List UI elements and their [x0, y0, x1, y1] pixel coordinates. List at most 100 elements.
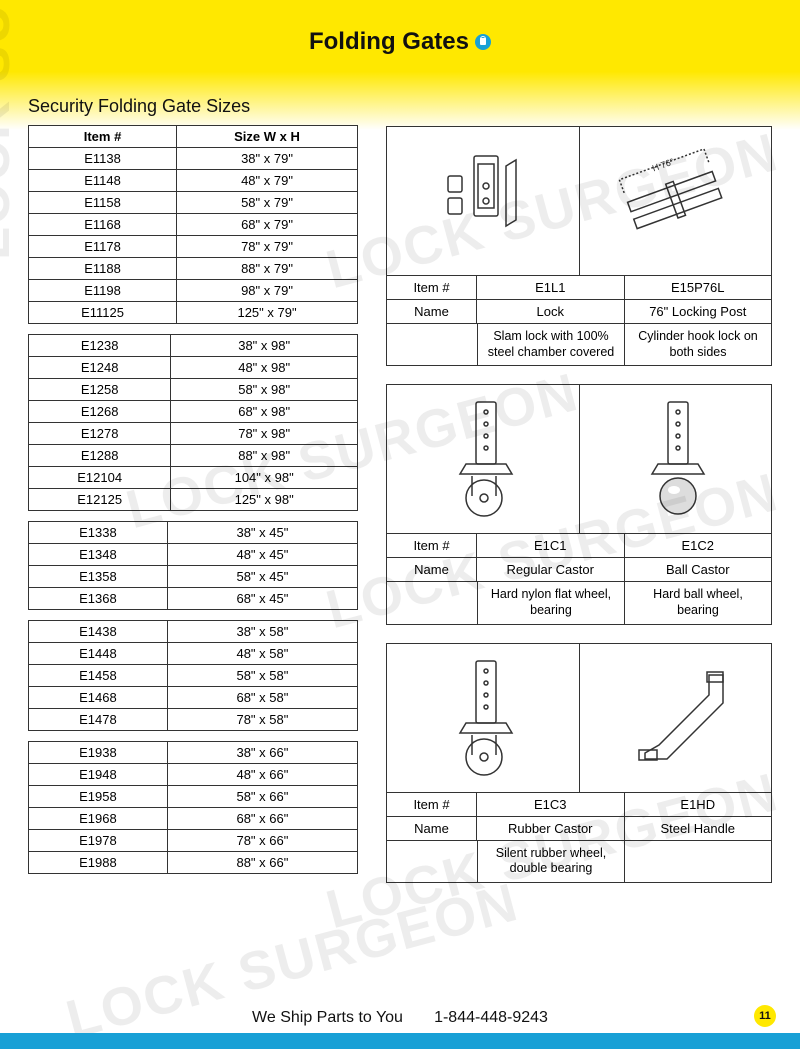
table-row: E116868" x 79" — [29, 214, 358, 236]
part-card: H 76" Item # E1L1 E15P76L Name Lock 76" … — [386, 126, 772, 366]
part-description — [624, 841, 771, 882]
item-size: 88" x 98" — [171, 445, 358, 467]
item-number: E1448 — [29, 643, 168, 665]
lock-badge-icon — [475, 34, 491, 50]
table-row: E145858" x 58" — [29, 665, 358, 687]
size-table-group: E193838" x 66"E194848" x 66"E195858" x 6… — [28, 741, 358, 874]
part-label-name: Name — [387, 558, 477, 581]
size-table-group: E143838" x 58"E144848" x 58"E145858" x 5… — [28, 620, 358, 731]
table-row: E12125125" x 98" — [29, 489, 358, 511]
item-size: 78" x 98" — [171, 423, 358, 445]
item-number: E1438 — [29, 621, 168, 643]
part-label-item: Item # — [387, 534, 477, 557]
item-size: 78" x 79" — [177, 236, 358, 258]
part-name: Ball Castor — [625, 558, 772, 581]
part-name: Rubber Castor — [477, 817, 625, 840]
table-row: E125858" x 98" — [29, 379, 358, 401]
part-description: Slam lock with 100% steel chamber covere… — [477, 324, 624, 365]
item-number: E1158 — [29, 192, 177, 214]
item-number: E1168 — [29, 214, 177, 236]
item-size: 38" x 58" — [167, 621, 357, 643]
part-name: Steel Handle — [625, 817, 772, 840]
item-size: 68" x 58" — [167, 687, 357, 709]
item-size: 38" x 45" — [167, 522, 357, 544]
table-row: E113838" x 79" — [29, 148, 358, 170]
item-number: E12125 — [29, 489, 171, 511]
item-size: 48" x 98" — [171, 357, 358, 379]
footer-bar — [0, 1033, 800, 1049]
part-description: Silent rubber wheel, double bearing — [477, 841, 624, 882]
item-number: E1968 — [29, 808, 168, 830]
item-number: E1198 — [29, 280, 177, 302]
item-number: E1238 — [29, 335, 171, 357]
table-row: E195858" x 66" — [29, 786, 358, 808]
item-number: E1138 — [29, 148, 177, 170]
castor-rubber-icon — [387, 644, 580, 792]
item-number: E1368 — [29, 588, 168, 610]
part-item-number: E1L1 — [477, 276, 625, 299]
table-row: E193838" x 66" — [29, 742, 358, 764]
item-size: 48" x 58" — [167, 643, 357, 665]
item-size: 68" x 66" — [167, 808, 357, 830]
item-size: 78" x 66" — [167, 830, 357, 852]
item-number: E1348 — [29, 544, 168, 566]
table-row: E194848" x 66" — [29, 764, 358, 786]
subtitle: Security Folding Gate Sizes — [28, 96, 358, 117]
page-title-text: Folding Gates — [309, 28, 469, 56]
part-card: Item # E1C1 E1C2 Name Regular Castor Bal… — [386, 384, 772, 624]
table-row: E146868" x 58" — [29, 687, 358, 709]
part-label-item: Item # — [387, 793, 477, 816]
item-size: 38" x 98" — [171, 335, 358, 357]
table-row: E134848" x 45" — [29, 544, 358, 566]
table-row: E197878" x 66" — [29, 830, 358, 852]
castor-ball-icon — [580, 385, 772, 533]
part-label-item: Item # — [387, 276, 477, 299]
table-row: E115858" x 79" — [29, 192, 358, 214]
item-size: 125" x 79" — [177, 302, 358, 324]
part-item-number: E1C3 — [477, 793, 625, 816]
item-size: 88" x 66" — [167, 852, 357, 874]
footer-phone-text: 1-844-448-9243 — [434, 1009, 548, 1026]
page-title: Folding Gates — [309, 28, 491, 56]
item-size: 48" x 66" — [167, 764, 357, 786]
part-card: Item # E1C3 E1HD Name Rubber Castor Stee… — [386, 643, 772, 883]
locking-post-icon: H 76" — [580, 127, 772, 275]
size-table-group: E123838" x 98"E124848" x 98"E125858" x 9… — [28, 334, 358, 511]
table-row: E124848" x 98" — [29, 357, 358, 379]
size-table-group: E133838" x 45"E134848" x 45"E135858" x 4… — [28, 521, 358, 610]
size-header-size: Size W x H — [177, 126, 358, 148]
table-row: E117878" x 79" — [29, 236, 358, 258]
table-row: E128888" x 98" — [29, 445, 358, 467]
item-number: E1288 — [29, 445, 171, 467]
table-row: E196868" x 66" — [29, 808, 358, 830]
item-number: E12104 — [29, 467, 171, 489]
part-name: 76" Locking Post — [625, 300, 772, 323]
item-size: 104" x 98" — [171, 467, 358, 489]
part-label-name: Name — [387, 300, 477, 323]
part-description: Cylinder hook lock on both sides — [624, 324, 771, 365]
table-row: E135858" x 45" — [29, 566, 358, 588]
item-number: E1478 — [29, 709, 168, 731]
steel-handle-icon — [580, 644, 772, 792]
item-number: E11125 — [29, 302, 177, 324]
item-number: E1338 — [29, 522, 168, 544]
item-size: 38" x 79" — [177, 148, 358, 170]
footer-text: We Ship Parts to You 1-844-448-9243 — [0, 1009, 800, 1027]
part-item-number: E1HD — [625, 793, 772, 816]
item-number: E1958 — [29, 786, 168, 808]
table-row: E119898" x 79" — [29, 280, 358, 302]
item-size: 48" x 45" — [167, 544, 357, 566]
parts-column: H 76" Item # E1L1 E15P76L Name Lock 76" … — [386, 96, 772, 901]
table-row: E12104104" x 98" — [29, 467, 358, 489]
item-number: E1978 — [29, 830, 168, 852]
table-row: E127878" x 98" — [29, 423, 358, 445]
item-size: 88" x 79" — [177, 258, 358, 280]
part-label-name: Name — [387, 817, 477, 840]
lock-parts-icon — [387, 127, 580, 275]
item-size: 58" x 58" — [167, 665, 357, 687]
table-row: E143838" x 58" — [29, 621, 358, 643]
item-size: 58" x 66" — [167, 786, 357, 808]
table-row: E11125125" x 79" — [29, 302, 358, 324]
item-size: 68" x 45" — [167, 588, 357, 610]
item-size: 58" x 98" — [171, 379, 358, 401]
